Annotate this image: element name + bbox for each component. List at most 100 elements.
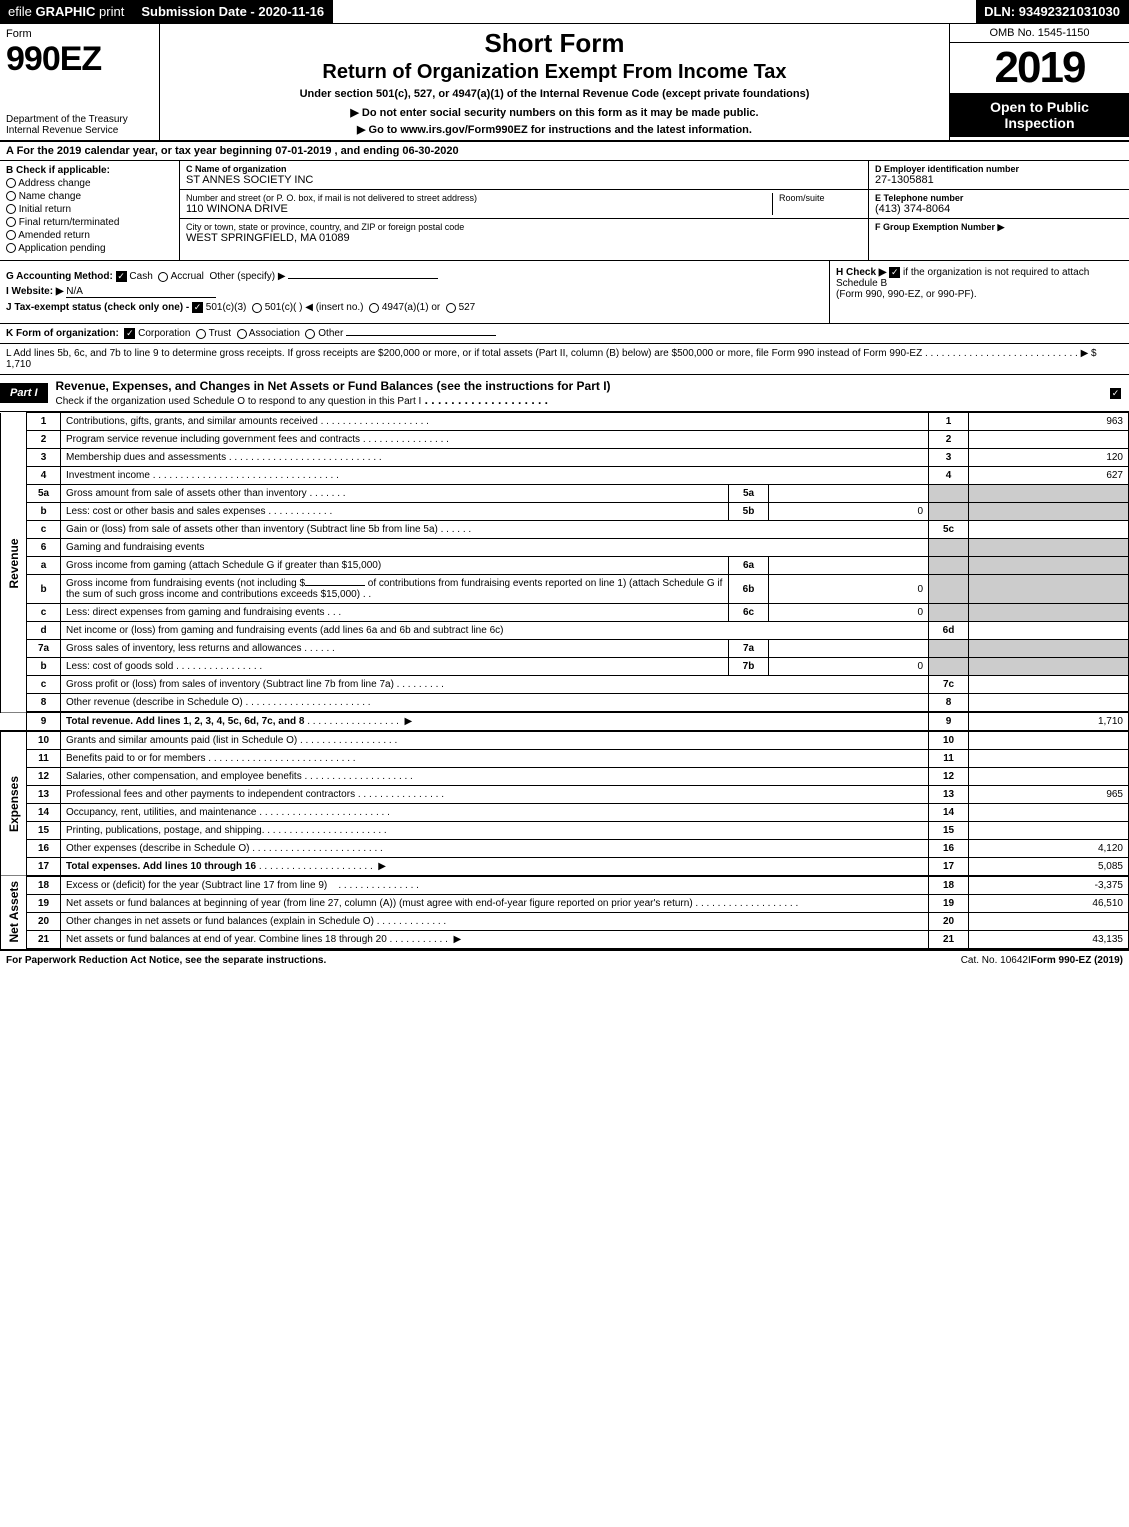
line-1: Revenue 1 Contributions, gifts, grants, … [1,413,1129,431]
header-right: OMB No. 1545-1150 2019 Open to Public In… [949,24,1129,140]
box-c: C Name of organization ST ANNES SOCIETY … [180,161,869,260]
check-other-org[interactable] [305,329,315,339]
phone-label: E Telephone number [875,193,1123,203]
check-name-change[interactable]: Name change [6,191,173,202]
line-5b: b Less: cost or other basis and sales ex… [1,503,1129,521]
footer-formref: Form 990-EZ (2019) [1031,955,1123,966]
form-header: Form 990EZ Department of the Treasury In… [0,24,1129,142]
check-501c3[interactable]: ✓ [192,302,203,313]
line-18: Net Assets 18 Excess or (deficit) for th… [1,876,1129,895]
footer-catno: Cat. No. 10642I [961,955,1031,966]
check-corporation[interactable]: ✓ [124,328,135,339]
check-accrual[interactable] [158,272,168,282]
row-ghi: G Accounting Method: ✓ Cash Accrual Othe… [0,261,1129,324]
check-application-pending[interactable]: Application pending [6,243,173,254]
form-number: 990EZ [6,40,153,79]
efile-graphic: GRAPHIC [35,4,95,19]
block-bcdef: B Check if applicable: Address change Na… [0,161,1129,261]
addr1-label: Number and street (or P. O. box, if mail… [186,193,772,203]
footer-paperwork: For Paperwork Reduction Act Notice, see … [6,955,961,966]
header-left: Form 990EZ Department of the Treasury In… [0,24,160,140]
addr2-label: City or town, state or province, country… [186,222,862,232]
other-org-input[interactable] [346,335,496,336]
box-e: E Telephone number (413) 374-8064 [869,190,1129,219]
line-6c: c Less: direct expenses from gaming and … [1,604,1129,622]
box-f: F Group Exemption Number ▶ [869,219,1129,236]
omb-number: OMB No. 1545-1150 [950,24,1129,43]
dept-treasury: Department of the Treasury [6,114,153,125]
website-value: N/A [66,286,216,298]
check-association[interactable] [237,329,247,339]
6b-contrib-input[interactable] [305,585,365,586]
check-501c[interactable] [252,303,262,313]
header-center: Short Form Return of Organization Exempt… [160,24,949,140]
revenue-side-label: Revenue [1,413,27,713]
part-i-title: Revenue, Expenses, and Changes in Net As… [48,375,619,411]
subtitle-ssn-warning: ▶ Do not enter social security numbers o… [170,106,939,119]
page-footer: For Paperwork Reduction Act Notice, see … [0,949,1129,970]
other-specify-input[interactable] [288,278,438,279]
ein-label: D Employer identification number [875,164,1123,174]
check-initial-return[interactable]: Initial return [6,204,173,215]
check-cash[interactable]: ✓ [116,271,127,282]
row-k: K Form of organization: ✓ Corporation Tr… [0,324,1129,344]
check-address-change[interactable]: Address change [6,178,173,189]
line-12: 12 Salaries, other compensation, and emp… [1,768,1129,786]
line-6d: d Net income or (loss) from gaming and f… [1,622,1129,640]
line-14: 14 Occupancy, rent, utilities, and maint… [1,804,1129,822]
box-d: D Employer identification number 27-1305… [869,161,1129,190]
part-i-schedule-o-check[interactable]: ✓ [1102,383,1129,403]
dln: DLN: 93492321031030 [976,0,1129,23]
efile-print: print [95,4,124,19]
line-15: 15 Printing, publications, postage, and … [1,822,1129,840]
line-3: 3 Membership dues and assessments . . . … [1,449,1129,467]
addr1-value: 110 WINONA DRIVE [186,203,772,215]
row-g: G Accounting Method: ✓ Cash Accrual Othe… [6,271,823,282]
efile-prefix: efile [8,4,35,19]
line-13: 13 Professional fees and other payments … [1,786,1129,804]
part-i-header: Part I Revenue, Expenses, and Changes in… [0,375,1129,412]
line-8: 8 Other revenue (describe in Schedule O)… [1,694,1129,713]
line-6: 6 Gaming and fundraising events [1,539,1129,557]
line-11: 11 Benefits paid to or for members . . .… [1,750,1129,768]
lines-table: Revenue 1 Contributions, gifts, grants, … [0,412,1129,949]
title-short-form: Short Form [170,28,939,59]
check-final-return[interactable]: Final return/terminated [6,217,173,228]
org-name-label: C Name of organization [186,164,862,174]
line-6a: a Gross income from gaming (attach Sched… [1,557,1129,575]
line-19: 19 Net assets or fund balances at beginn… [1,895,1129,913]
submission-date: Submission Date - 2020-11-16 [133,0,333,23]
row-i: I Website: ▶ N/A [6,286,823,298]
open-to-public: Open to Public Inspection [950,93,1129,137]
check-527[interactable] [446,303,456,313]
line-5a: 5a Gross amount from sale of assets othe… [1,485,1129,503]
check-h[interactable]: ✓ [889,267,900,278]
tax-year: 2019 [950,43,1129,93]
check-amended-return[interactable]: Amended return [6,230,173,241]
line-4: 4 Investment income . . . . . . . . . . … [1,467,1129,485]
line-10: Expenses 10 Grants and similar amounts p… [1,731,1129,750]
line-7a: 7a Gross sales of inventory, less return… [1,640,1129,658]
group-exemption-label: F Group Exemption Number ▶ [875,222,1123,233]
expenses-side-label: Expenses [1,731,27,876]
line-21: 21 Net assets or fund balances at end of… [1,931,1129,949]
line-16: 16 Other expenses (describe in Schedule … [1,840,1129,858]
addr2-value: WEST SPRINGFIELD, MA 01089 [186,232,862,244]
check-4947[interactable] [369,303,379,313]
part-i-tag: Part I [0,383,48,403]
phone-value: (413) 374-8064 [875,203,1123,215]
line-2: 2 Program service revenue including gove… [1,431,1129,449]
line-17: 17 Total expenses. Add lines 10 through … [1,858,1129,877]
check-trust[interactable] [196,329,206,339]
line-5c: c Gain or (loss) from sale of assets oth… [1,521,1129,539]
row-l: L Add lines 5b, 6c, and 7b to line 9 to … [0,344,1129,375]
dept-irs: Internal Revenue Service [6,125,153,136]
net-assets-side-label: Net Assets [1,876,27,949]
top-bar: efile GRAPHIC print Submission Date - 20… [0,0,1129,24]
box-def: D Employer identification number 27-1305… [869,161,1129,260]
room-label: Room/suite [779,193,862,203]
title-return: Return of Organization Exempt From Incom… [170,61,939,84]
line-6b: b Gross income from fundraising events (… [1,575,1129,604]
form-label: Form [6,28,153,40]
efile-label: efile GRAPHIC print [0,0,133,23]
